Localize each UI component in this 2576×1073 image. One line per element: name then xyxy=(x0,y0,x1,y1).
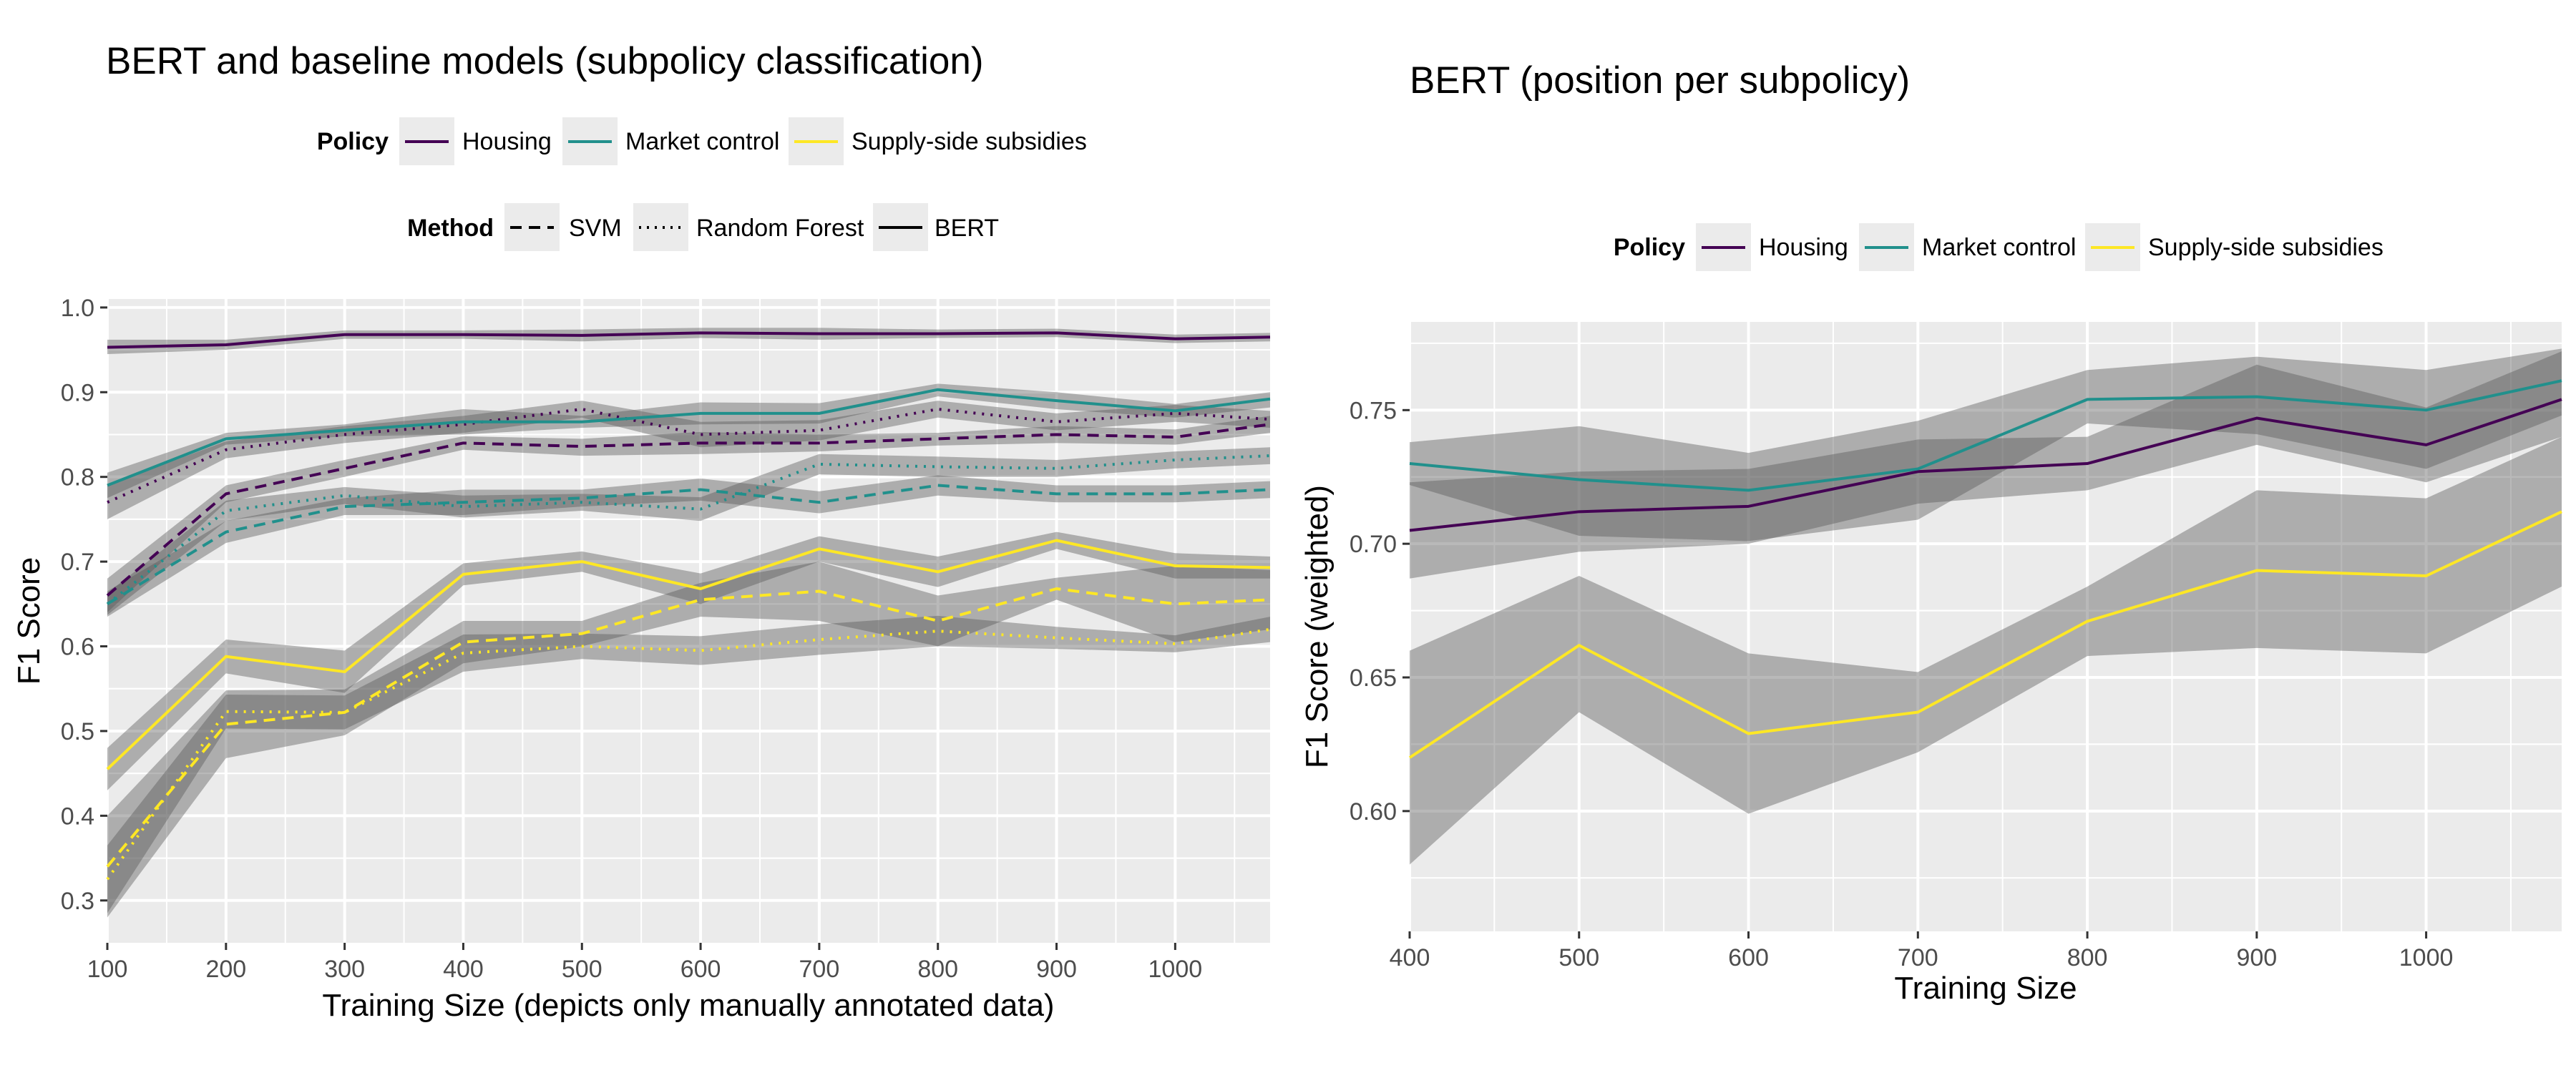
series-line-supply-side-subsidies-bert xyxy=(106,539,1271,770)
left-method-legend: Method SVM Random Forest BERT xyxy=(407,203,999,251)
right-axes: 400 500 600 700 800 900 1000 0.60 0.65 0.70 0.75 xyxy=(1350,397,2454,971)
y-tick-label: 0.7 xyxy=(61,549,94,576)
series-line-supply-side-subsidies xyxy=(1408,510,2562,759)
left-legend-label-bert: BERT xyxy=(935,215,999,242)
right-x-axis-title: Training Size xyxy=(1894,971,2077,1006)
y-tick-label: 0.4 xyxy=(61,803,94,830)
x-tick-label: 900 xyxy=(1036,956,1077,983)
series-line-housing-bert xyxy=(107,331,1271,349)
x-tick-label: 700 xyxy=(1898,944,1938,971)
x-tick-label: 200 xyxy=(205,956,246,983)
x-tick-label: 500 xyxy=(562,956,602,983)
left-legend-title-policy: Policy xyxy=(317,128,389,155)
y-tick-label: 0.6 xyxy=(61,634,94,661)
x-tick-label: 700 xyxy=(799,956,840,983)
x-tick-label: 1000 xyxy=(2399,944,2454,971)
right-panel: BERT (position per subpolicy) Policy Hou… xyxy=(1299,59,2562,1006)
right-gridlines xyxy=(1408,322,2562,931)
x-tick-label: 800 xyxy=(2067,944,2108,971)
band-housing xyxy=(1410,351,2562,579)
band-supply-side-subsidies-bert xyxy=(107,531,1270,790)
series-line-market-control-random-forest xyxy=(106,454,1271,605)
x-tick-label: 400 xyxy=(1390,944,1430,971)
series-line-market-control-svm xyxy=(106,484,1271,606)
left-panel: BERT and baseline models (subpolicy clas… xyxy=(11,40,1271,1023)
band-housing-random-forest xyxy=(107,401,1270,519)
x-tick-label: 800 xyxy=(917,956,958,983)
y-tick-label: 0.5 xyxy=(61,718,94,745)
x-tick-label: 100 xyxy=(87,956,128,983)
y-tick-label: 0.65 xyxy=(1350,665,1397,692)
left-y-axis-title: F1 Score xyxy=(11,557,47,685)
x-tick-label: 400 xyxy=(443,956,484,983)
series-line-market-control-bert xyxy=(107,388,1271,487)
x-tick-label: 500 xyxy=(1558,944,1599,971)
left-legend-label-random-forest: Random Forest xyxy=(696,215,864,242)
y-tick-label: 0.60 xyxy=(1350,798,1397,825)
series-line-supply-side-subsidies-random-forest xyxy=(106,627,1271,881)
x-tick-label: 900 xyxy=(2236,944,2277,971)
y-tick-label: 1.0 xyxy=(61,295,94,322)
left-plot-panel xyxy=(107,299,1270,943)
band-supply-side-subsidies-random-forest xyxy=(107,615,1270,913)
series-line-supply-side-subsidies-svm xyxy=(106,587,1271,868)
x-tick-label: 600 xyxy=(1728,944,1769,971)
y-tick-label: 0.9 xyxy=(61,379,94,406)
right-legend-label-supply-side: Supply-side subsidies xyxy=(2148,234,2384,261)
left-series-lines xyxy=(106,331,1271,881)
right-legend-label-housing: Housing xyxy=(1759,234,1848,261)
band-supply-side-subsidies xyxy=(1410,436,2562,865)
series-line-housing-svm xyxy=(106,423,1271,597)
y-tick-label: 0.8 xyxy=(61,464,94,491)
band-supply-side-subsidies-svm xyxy=(107,562,1270,918)
series-line-market-control xyxy=(1409,379,2562,492)
y-tick-label: 0.75 xyxy=(1350,397,1397,424)
right-legend-label-market-control: Market control xyxy=(1922,234,2076,261)
band-market-control-bert xyxy=(107,383,1270,499)
y-tick-label: 0.3 xyxy=(61,888,94,915)
left-policy-legend: Policy Housing Market control Supply-sid… xyxy=(317,117,1087,165)
band-market-control-svm xyxy=(107,475,1270,617)
right-plot-panel xyxy=(1410,322,2562,931)
band-market-control-random-forest xyxy=(107,447,1270,615)
left-axes: 100 200 300 400 500 600 700 800 900 1000 0.3 0.4 0.5… xyxy=(61,295,1202,983)
left-gridlines xyxy=(106,299,1270,943)
left-chart-title: BERT and baseline models (subpolicy clas… xyxy=(106,40,983,82)
left-legend-title-method: Method xyxy=(407,215,494,242)
left-legend-label-housing: Housing xyxy=(462,128,552,155)
left-legend-label-market-control: Market control xyxy=(625,128,779,155)
x-tick-label: 1000 xyxy=(1148,956,1203,983)
left-legend-label-svm: SVM xyxy=(569,215,622,242)
series-line-housing xyxy=(1409,398,2562,532)
right-y-axis-title: F1 Score (weighted) xyxy=(1299,485,1335,768)
x-tick-label: 300 xyxy=(324,956,365,983)
y-tick-label: 0.70 xyxy=(1350,531,1397,558)
left-x-axis-title: Training Size (depicts only manually ann… xyxy=(322,988,1054,1023)
right-series-lines xyxy=(1408,379,2562,759)
right-legend-title-policy: Policy xyxy=(1614,234,1685,261)
right-policy-legend: Policy Housing Market control Supply-sid… xyxy=(1614,223,2384,271)
left-legend-label-supply-side: Supply-side subsidies xyxy=(852,128,1087,155)
x-tick-label: 600 xyxy=(680,956,721,983)
right-chart-title: BERT (position per subpolicy) xyxy=(1410,59,1910,102)
